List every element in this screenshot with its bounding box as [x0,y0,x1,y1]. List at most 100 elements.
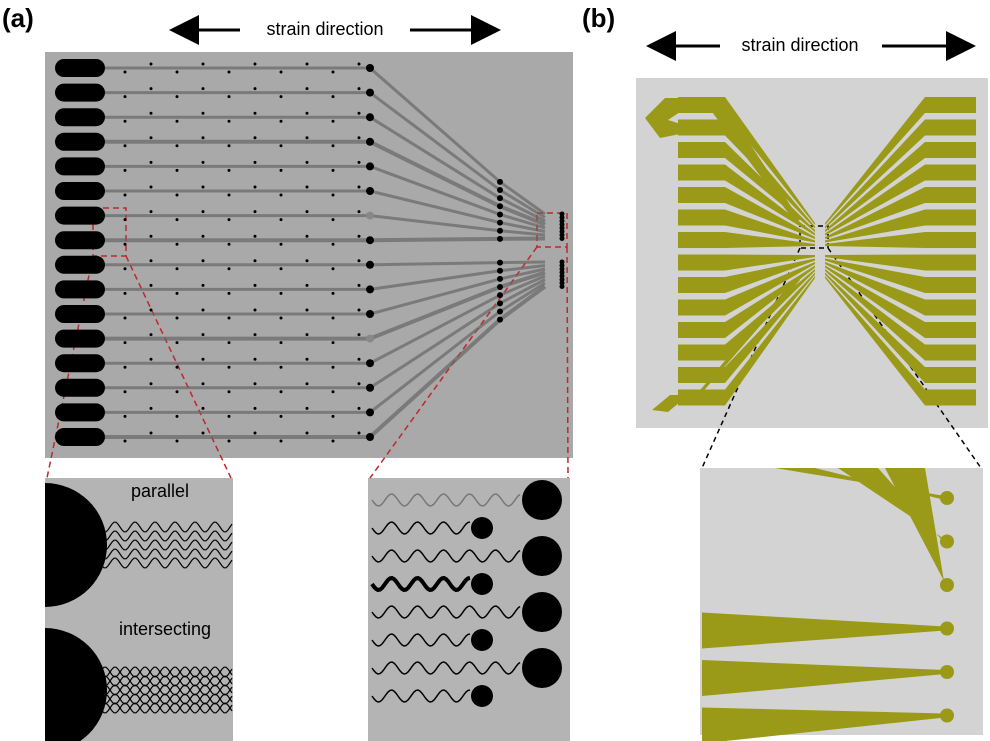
pad [55,330,105,348]
dot [254,186,257,189]
dot [150,136,153,139]
node [366,113,374,121]
dot [124,366,127,369]
dot [202,309,205,312]
dot [280,292,283,295]
dot [332,390,335,393]
dot [150,333,153,336]
node [497,292,503,298]
inset-b [700,468,983,735]
dot [202,259,205,262]
dot [176,194,179,197]
dot [202,63,205,66]
dot [358,333,361,336]
inset-label: parallel [131,481,189,501]
dot [202,186,205,189]
dot [228,194,231,197]
dot [306,407,309,410]
dot [254,382,257,385]
pad [55,280,105,298]
mask [0,478,45,741]
dot [254,309,257,312]
dot [332,267,335,270]
dot [358,186,361,189]
dot [176,218,179,221]
dot [202,358,205,361]
pad [55,84,105,102]
node [366,162,374,170]
dot [306,112,309,115]
node [497,179,503,185]
pad [55,428,105,446]
pad [55,59,105,77]
dot [280,218,283,221]
dot [150,358,153,361]
panel-label: (b) [582,3,615,33]
pad [55,182,105,200]
dot [358,235,361,238]
dot [176,415,179,418]
dot [124,267,127,270]
dot [228,390,231,393]
node [366,384,374,392]
dot [176,317,179,320]
dot [358,63,361,66]
dot [150,432,153,435]
dot [306,259,309,262]
dot [228,317,231,320]
dot [202,210,205,213]
pad [471,685,493,707]
dot [202,161,205,164]
dot [306,333,309,336]
dot [150,382,153,385]
node [366,212,374,220]
dot [332,415,335,418]
dot [176,440,179,443]
dot [124,390,127,393]
dot [176,144,179,147]
node [497,268,503,274]
dot [254,284,257,287]
pad [55,379,105,397]
dot [332,120,335,123]
dot [280,390,283,393]
dot [202,112,205,115]
dot [254,87,257,90]
dot [306,432,309,435]
dot [150,186,153,189]
node [366,359,374,367]
pad [940,622,954,636]
dot [358,382,361,385]
dot [306,186,309,189]
dot [280,267,283,270]
dot [202,432,205,435]
dot [332,71,335,74]
dot [358,407,361,410]
dot [332,95,335,98]
dot [358,284,361,287]
dot [176,292,179,295]
node [560,284,565,289]
node [366,138,374,146]
dot [202,87,205,90]
dot [176,341,179,344]
node [366,408,374,416]
dot [228,440,231,443]
dot [202,382,205,385]
dot [332,169,335,172]
dot [150,284,153,287]
dot [332,292,335,295]
dot [280,144,283,147]
node [497,211,503,217]
dot [176,390,179,393]
dot [176,243,179,246]
dot [332,194,335,197]
dot [254,112,257,115]
dot [332,440,335,443]
dot [254,210,257,213]
panel-a-background [45,52,573,458]
dot [228,144,231,147]
node [497,187,503,193]
dot [176,366,179,369]
node [366,433,374,441]
